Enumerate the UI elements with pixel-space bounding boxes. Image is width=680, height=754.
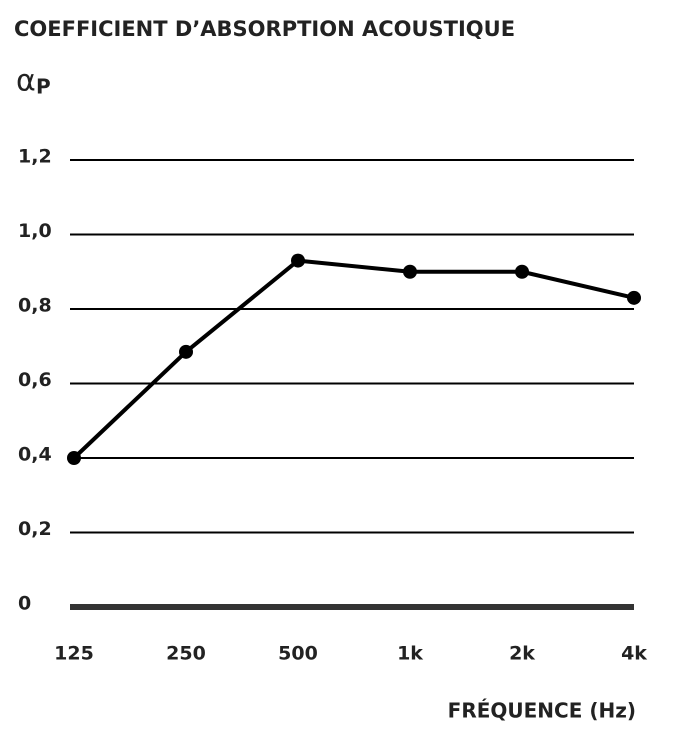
data-point	[403, 264, 417, 279]
y-tick-label: 0,4	[18, 444, 52, 466]
chart-title: COEFFICIENT D’ABSORPTION ACOUSTIQUE	[14, 17, 515, 41]
x-tick-label: 1k	[397, 643, 423, 665]
y-tick-label: 1,0	[18, 220, 52, 242]
y-tick-label: 0,8	[18, 295, 52, 317]
data-point	[291, 253, 305, 268]
data-line	[72, 258, 635, 460]
x-tick-label: 250	[166, 643, 206, 665]
data-point	[179, 344, 193, 359]
y-tick-label: 1,2	[18, 146, 52, 168]
data-point	[67, 451, 81, 465]
y-tick-label: 0	[18, 593, 31, 615]
x-tick-label: 2k	[509, 643, 535, 665]
x-axis-label: FRÉQUENCE (Hz)	[448, 699, 636, 723]
x-tick-label: 500	[278, 643, 318, 665]
x-tick-label: 4k	[621, 643, 647, 665]
y-tick-label: 0,6	[18, 369, 52, 391]
y-tick-label: 0,2	[18, 518, 52, 540]
data-point	[627, 290, 641, 305]
x-tick-label: 125	[54, 643, 94, 665]
y-axis-subscript: P	[36, 75, 51, 99]
y-axis-symbol: α	[16, 64, 36, 99]
data-point	[515, 264, 529, 279]
